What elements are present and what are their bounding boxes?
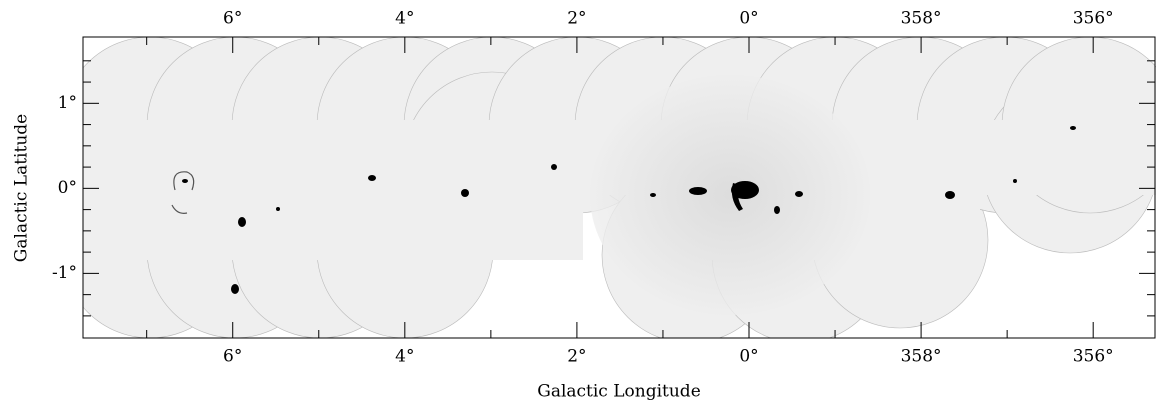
x-tick-label: 4° bbox=[395, 347, 414, 367]
x-tick-label: 6° bbox=[223, 347, 242, 367]
plot-frame bbox=[82, 36, 1156, 339]
survey-image bbox=[83, 37, 1156, 338]
y-tick-label: 1° bbox=[58, 93, 77, 113]
diffuse-emission bbox=[171, 171, 195, 214]
y-tick-label: 0° bbox=[58, 178, 77, 198]
x-tick-label: 358° bbox=[901, 347, 942, 367]
sources bbox=[182, 126, 1076, 294]
x-tick-label: 0° bbox=[739, 347, 758, 367]
x-tick-label: 356° bbox=[1073, 347, 1114, 367]
x-tick-label: 0° bbox=[739, 9, 758, 29]
x-tick-label: 6° bbox=[223, 9, 242, 29]
x-tick-label: 358° bbox=[901, 9, 942, 29]
x-tick-label: 356° bbox=[1073, 9, 1114, 29]
x-tick-label: 2° bbox=[567, 9, 586, 29]
x-tick-label: 4° bbox=[395, 9, 414, 29]
noise-region bbox=[590, 75, 870, 315]
x-tick-label: 2° bbox=[567, 347, 586, 367]
y-axis-label: Galactic Latitude bbox=[12, 114, 32, 262]
x-axis-label: Galactic Longitude bbox=[537, 382, 701, 402]
y-tick-label: -1° bbox=[52, 263, 77, 283]
